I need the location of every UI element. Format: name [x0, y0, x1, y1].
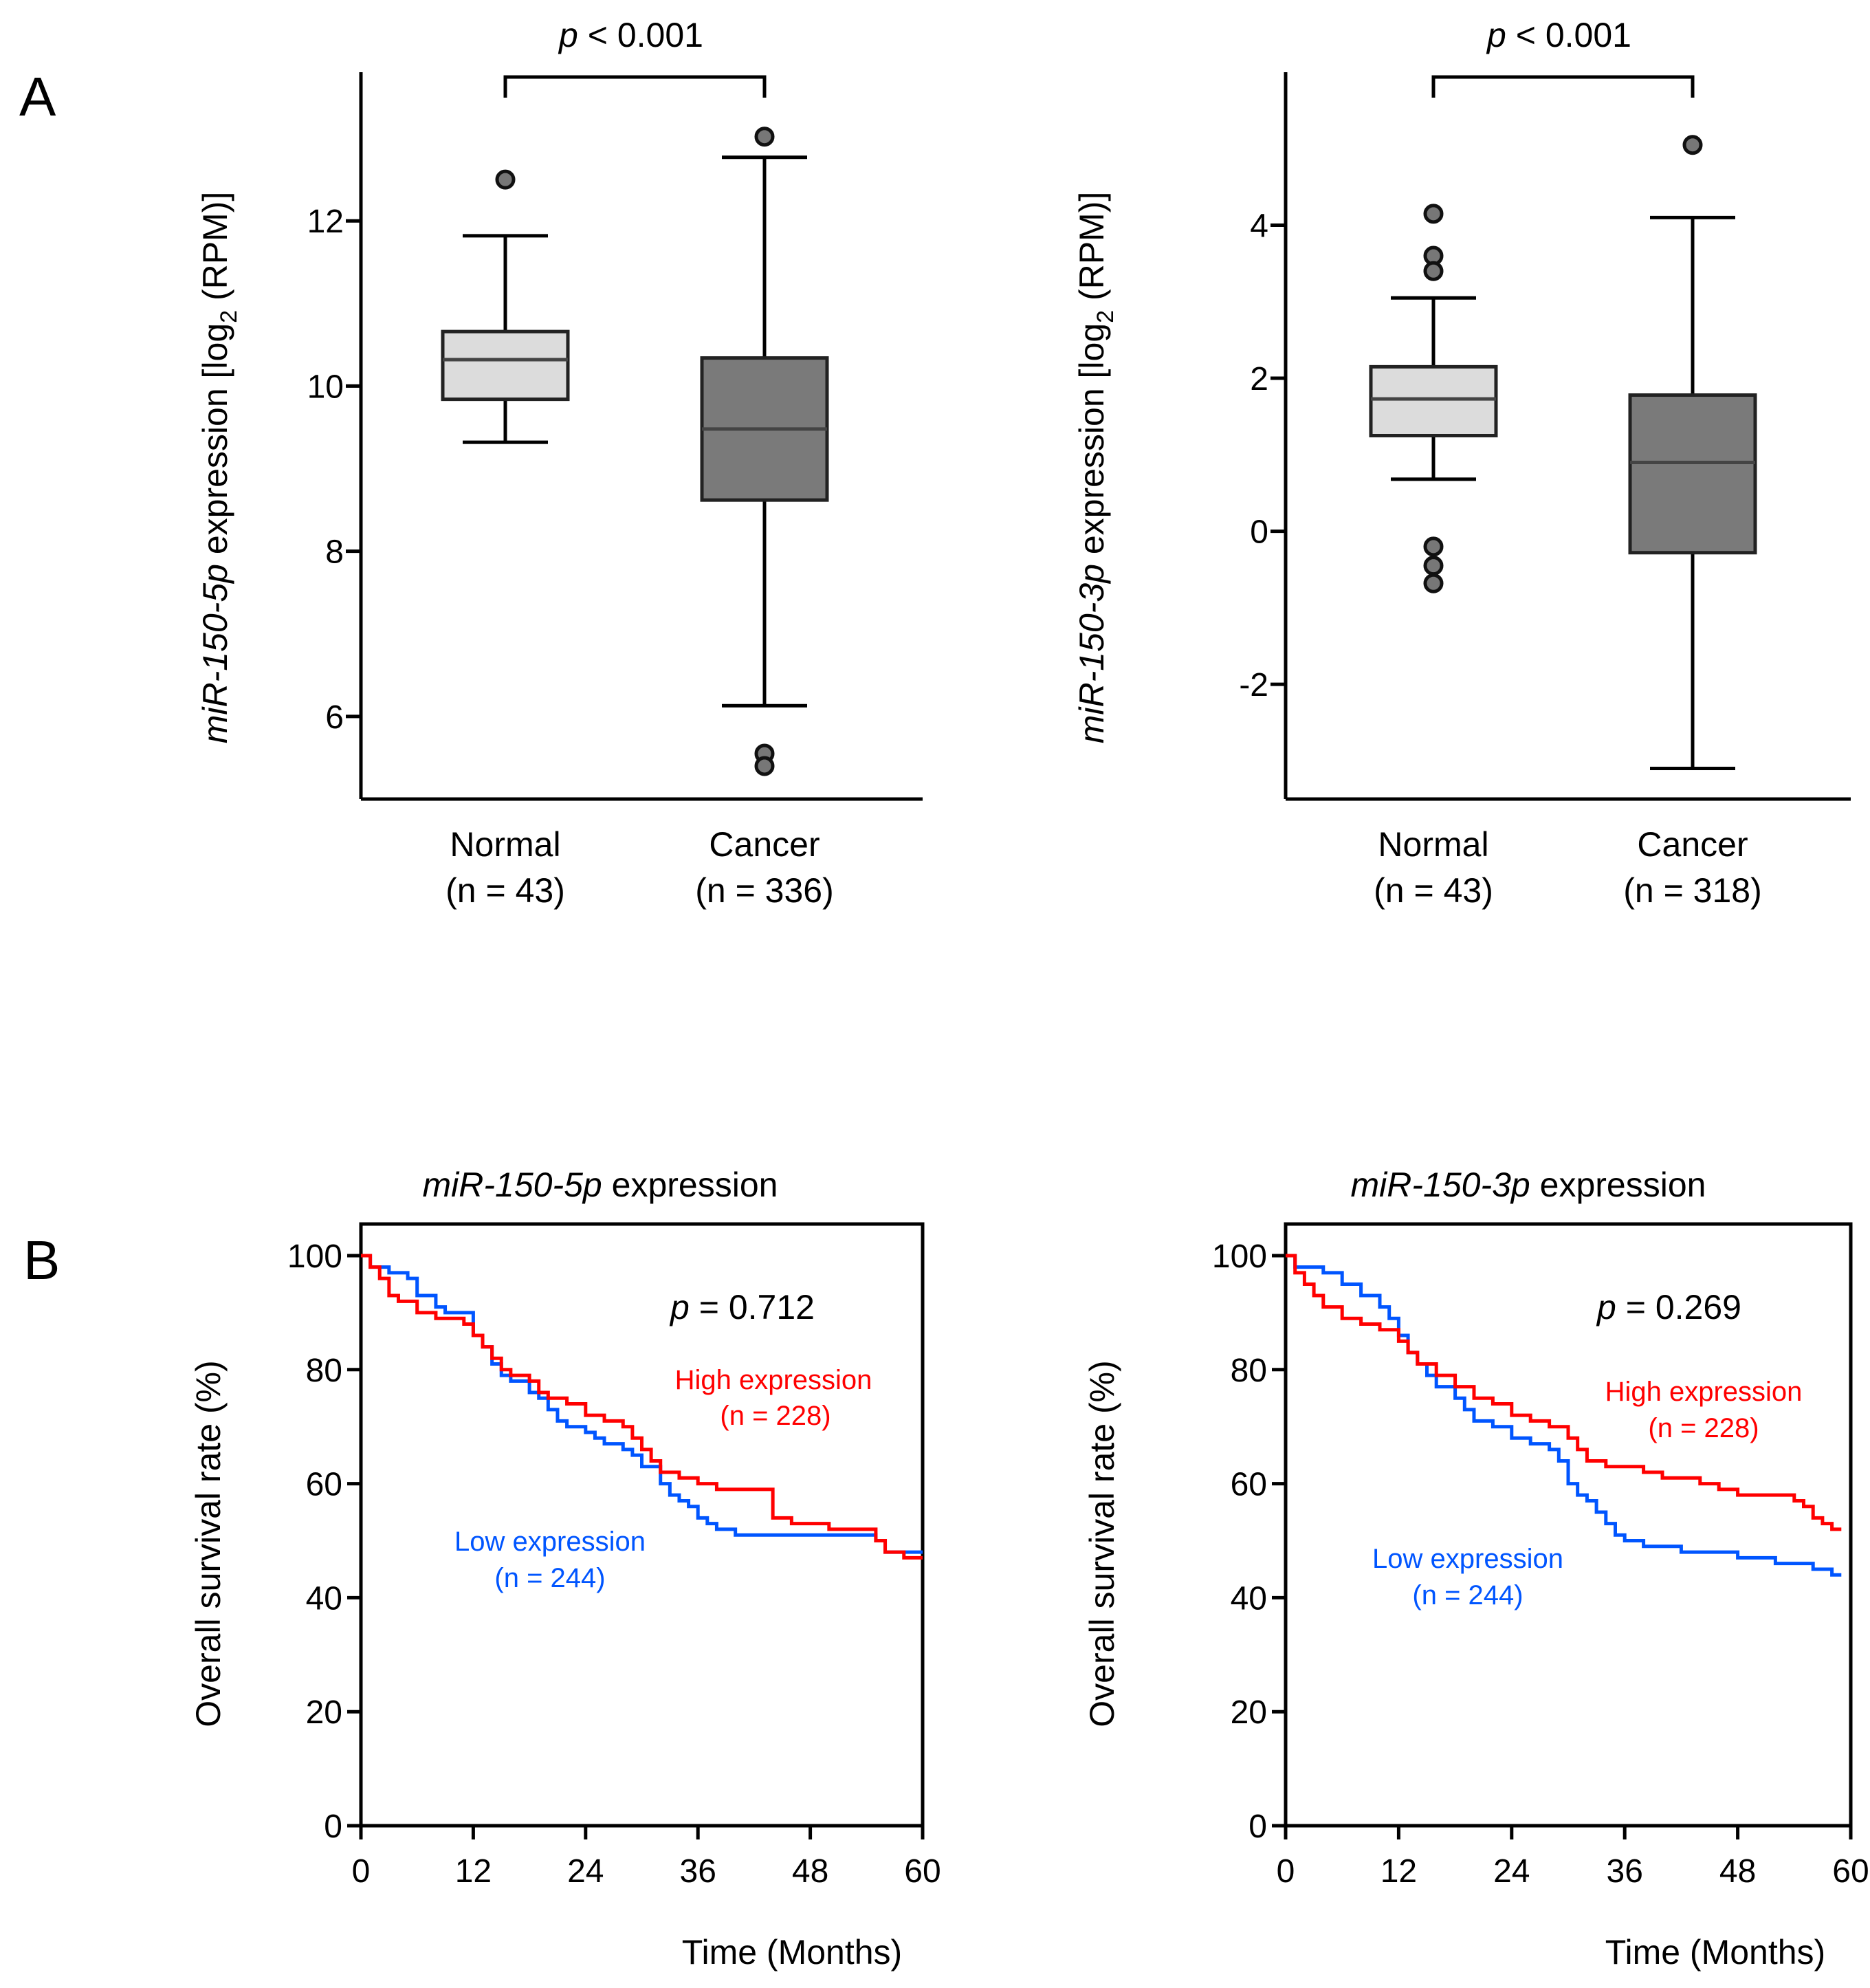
b1-y-tick-label: 80: [306, 1353, 342, 1389]
b2-low-n: (n = 244): [1412, 1580, 1523, 1610]
a2-outlier-normal: [1423, 261, 1444, 281]
a1-y-tick-label: 8: [325, 534, 344, 571]
a1-group-n-normal: (n = 43): [446, 871, 565, 910]
b1-y-tick-label: 100: [287, 1238, 342, 1275]
a2-outlier-normal: [1423, 573, 1444, 593]
a2-significance-bracket: [1431, 75, 1695, 98]
a2-outlier-normal: [1423, 536, 1444, 557]
a1-y-tick-label: 6: [325, 699, 344, 736]
b1-km-curve-low-expression: [361, 1254, 923, 1554]
b1-x-tick-label: 48: [792, 1853, 828, 1890]
a1-box-normal: [441, 329, 570, 402]
b1-km-curve-high-expression: [361, 1254, 923, 1560]
a1-p-value: p < 0.001: [558, 16, 703, 54]
b2-y-tick-label: 20: [1231, 1694, 1267, 1731]
panel-label-b: B: [23, 1230, 60, 1291]
b1-low-n: (n = 244): [494, 1563, 605, 1593]
b2-p-value: p = 0.269: [1596, 1288, 1741, 1326]
b1-x-tick-label: 60: [904, 1853, 940, 1890]
a2-outlier-cancer: [1682, 135, 1703, 155]
b2-title: miR-150-3p expression: [1351, 1166, 1706, 1204]
a2-p-value: p < 0.001: [1486, 16, 1631, 54]
b2-x-tick-label: 60: [1832, 1853, 1869, 1890]
b2-x-tick-label: 48: [1719, 1853, 1756, 1890]
a1-y-axis-label: miR-150-5p expression [log2 (RPM)]: [196, 192, 242, 744]
a2-y-tick-label: 4: [1250, 208, 1268, 245]
b2-x-tick-label: 36: [1607, 1853, 1643, 1890]
a1-group-label-cancer: Cancer: [709, 825, 820, 864]
a1-outlier-normal: [495, 169, 516, 190]
a2-group-n-cancer: (n = 318): [1623, 871, 1762, 910]
b1-plot-frame: [359, 1222, 925, 1828]
b2-x-tick-label: 0: [1277, 1853, 1295, 1890]
b2-y-tick-label: 60: [1231, 1467, 1267, 1503]
a1-group-label-normal: Normal: [450, 825, 560, 864]
a2-group-label-cancer: Cancer: [1637, 825, 1748, 864]
b1-x-tick-label: 24: [567, 1853, 604, 1890]
a2-outlier-normal: [1423, 204, 1444, 224]
b2-y-tick-label: 40: [1231, 1580, 1267, 1617]
b2-plot-frame: [1284, 1222, 1853, 1828]
b1-x-axis-label: Time (Months): [682, 1933, 902, 1971]
b2-low-label: Low expression: [1372, 1544, 1563, 1574]
a1-significance-bracket: [503, 75, 767, 98]
b1-y-tick-label: 60: [306, 1467, 342, 1503]
boxplot-mir150-3p: miR-150-3p expression [log2 (RPM)] p < 0…: [1072, 16, 1851, 910]
b1-high-n: (n = 228): [720, 1401, 830, 1431]
a2-group-n-normal: (n = 43): [1374, 871, 1493, 910]
a1-outlier-cancer: [754, 127, 775, 147]
b1-x-tick-label: 12: [455, 1853, 492, 1890]
b1-y-tick-label: 20: [306, 1694, 342, 1731]
km-plot-mir150-5p: miR-150-5p expression Overall survival r…: [189, 1166, 941, 1971]
a2-box-cancer: [1628, 393, 1757, 555]
b1-low-label: Low expression: [454, 1527, 646, 1557]
b2-high-label: High expression: [1605, 1377, 1803, 1407]
a2-y-tick-label: 2: [1250, 361, 1268, 397]
b2-km-curve-high-expression: [1286, 1254, 1842, 1531]
b1-x-tick-label: 0: [352, 1853, 371, 1890]
km-plot-mir150-3p: miR-150-3p expression Overall survival r…: [1083, 1166, 1869, 1971]
a2-y-tick-label: -2: [1239, 667, 1268, 703]
b1-title: miR-150-5p expression: [423, 1166, 778, 1204]
b2-y-axis-label: Overall survival rate (%): [1083, 1360, 1121, 1727]
a1-y-tick-label: 10: [307, 369, 344, 405]
a1-outlier-cancer: [754, 756, 775, 776]
b2-x-tick-label: 12: [1380, 1853, 1417, 1890]
a2-y-axis-label: miR-150-3p expression [log2 (RPM)]: [1072, 192, 1119, 744]
b2-km-curve-low-expression: [1286, 1254, 1842, 1577]
b2-y-tick-label: 100: [1212, 1238, 1267, 1275]
b1-y-axis-label: Overall survival rate (%): [189, 1360, 228, 1727]
a2-group-label-normal: Normal: [1378, 825, 1488, 864]
a2-outlier-normal: [1423, 556, 1444, 576]
b1-y-tick-label: 0: [324, 1809, 342, 1845]
b1-p-value: p = 0.712: [669, 1288, 815, 1326]
a2-y-tick-label: 0: [1250, 514, 1268, 551]
b1-y-tick-label: 40: [306, 1580, 342, 1617]
b2-high-n: (n = 228): [1648, 1413, 1759, 1443]
b2-x-axis-label: Time (Months): [1605, 1933, 1825, 1971]
a1-group-n-cancer: (n = 336): [695, 871, 834, 910]
boxplot-mir150-5p: miR-150-5p expression [log2 (RPM)] p < 0…: [196, 16, 923, 910]
a2-box-normal: [1369, 364, 1498, 437]
b2-y-tick-label: 0: [1248, 1809, 1267, 1845]
b2-y-tick-label: 80: [1231, 1353, 1267, 1389]
panel-label-a: A: [19, 66, 56, 127]
a1-y-tick-label: 12: [307, 204, 344, 240]
b1-x-tick-label: 36: [680, 1853, 716, 1890]
b1-high-label: High expression: [675, 1365, 872, 1395]
b2-x-tick-label: 24: [1493, 1853, 1530, 1890]
